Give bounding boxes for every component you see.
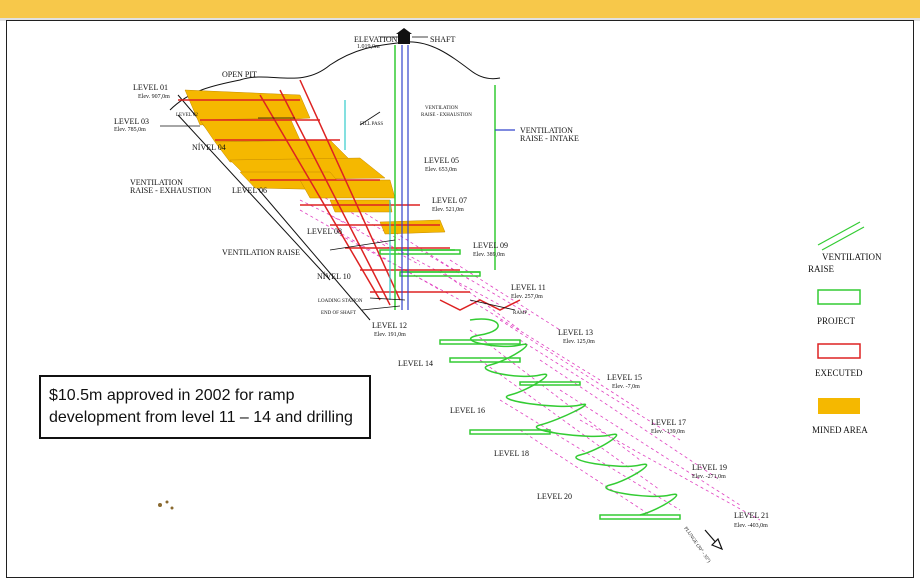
legend-raise-symbol <box>817 221 865 251</box>
level15-elev: Elev. -7,0m <box>612 384 640 390</box>
project-workings <box>379 45 681 520</box>
level13-label: LEVEL 13 <box>558 328 593 337</box>
level21-elev: Elev. -403,0m <box>734 523 768 529</box>
level03-label: LEVEL 03 <box>114 117 149 126</box>
end-of-shaft-label: END OF SHAFT <box>321 311 356 316</box>
legend-executed-swatch <box>817 343 861 359</box>
legend-executed: EXECUTED <box>815 368 863 378</box>
level13-elev: Elev. 125,0m <box>563 339 595 345</box>
level12-label: LEVEL 12 <box>372 321 407 330</box>
legend-vent-1: VENTILATION <box>822 252 882 262</box>
executed-workings <box>178 79 521 311</box>
diagram-frame <box>6 20 914 578</box>
top-banner-shadow <box>0 18 920 21</box>
callout-line-2: development from level 11 – 14 and drill… <box>49 409 353 426</box>
fill-pass-label: FILL PASS <box>360 122 383 127</box>
mined-area <box>184 89 446 235</box>
vent-exh-left-1: VENTILATION <box>130 178 183 187</box>
headframe-icon <box>396 28 412 44</box>
open-pit-label: OPEN PIT <box>222 70 257 79</box>
level19-label: LEVEL 19 <box>692 463 727 472</box>
fill-pass <box>344 100 391 300</box>
level14-label: LEVEL 14 <box>398 359 433 368</box>
level17-label: LEVEL 17 <box>651 418 686 427</box>
level07-elev: Elev. 521,0m <box>432 207 464 213</box>
plunge-arrow <box>704 529 724 551</box>
nivel04-label: NÍVEL 04 <box>192 142 226 152</box>
compass-icon <box>158 500 174 510</box>
level03-elev: Elev. 785,0m <box>114 127 146 133</box>
shaft-label: SHAFT <box>430 35 455 44</box>
level06-label: LEVEL 06 <box>232 186 267 195</box>
level05-elev: Elev. 653,0m <box>425 167 457 173</box>
level12-elev: Elev. 191,0m <box>374 332 406 338</box>
top-banner <box>0 0 920 18</box>
level16-label: LEVEL 16 <box>450 406 485 415</box>
nivel10-label: NÍVEL 10 <box>317 271 351 281</box>
level09-elev: Elev. 389,0m <box>473 252 505 258</box>
callout-line-1: $10.5m approved in 2002 for ramp <box>49 387 295 404</box>
level17-elev: Elev. -139,0m <box>651 429 685 435</box>
vent-exh-left-2: RAISE - EXHAUSTION <box>130 186 212 195</box>
elevation-value: 1.019,0m <box>357 44 380 50</box>
vent-raise-label: VENTILATION RAISE <box>222 248 300 257</box>
level20-label: LEVEL 20 <box>537 492 572 501</box>
level09-label: LEVEL 09 <box>473 241 508 250</box>
legend: VENTILATION RAISE PROJECT EXECUTED MINED… <box>808 221 882 435</box>
elevation-label: ELEVATION <box>354 35 398 44</box>
level05-label: LEVEL 05 <box>424 156 459 165</box>
legend-project-swatch <box>817 289 861 305</box>
vent-intake-2: RAISE - INTAKE <box>520 134 579 143</box>
legend-mined-swatch <box>818 398 860 414</box>
level21-label: LEVEL 21 <box>734 511 769 520</box>
legend-mined: MINED AREA <box>812 425 868 435</box>
level18-label: LEVEL 18 <box>494 449 529 458</box>
level01-elev: Elev. 907,0m <box>138 94 170 100</box>
shaft <box>401 45 515 310</box>
vent-intake-1: VENTILATION <box>520 126 573 135</box>
level11-elev: Elev. 257,0m <box>511 294 543 300</box>
level11-label: LEVEL 11 <box>511 283 546 292</box>
leader-lines <box>160 36 516 311</box>
level02-label: LEVEL 02 <box>176 113 198 118</box>
legend-project: PROJECT <box>817 316 856 326</box>
vent-exh-label-2: RAISE - EXHAUSTION <box>421 113 472 118</box>
loading-station-label: LOADING STATION <box>318 299 363 304</box>
vent-exh-label-1: VENTILATION <box>425 106 458 111</box>
level15-label: LEVEL 15 <box>607 373 642 382</box>
funding-callout: $10.5m approved in 2002 for ramp develop… <box>39 375 371 439</box>
level01-label: LEVEL 01 <box>133 83 168 92</box>
level07-label: LEVEL 07 <box>432 196 467 205</box>
level08-label: LEVEL 08 <box>307 227 342 236</box>
level19-elev: Elev. -271,0m <box>692 474 726 480</box>
ramp-label: RAMP <box>513 311 527 316</box>
legend-vent-2: RAISE <box>808 264 835 274</box>
